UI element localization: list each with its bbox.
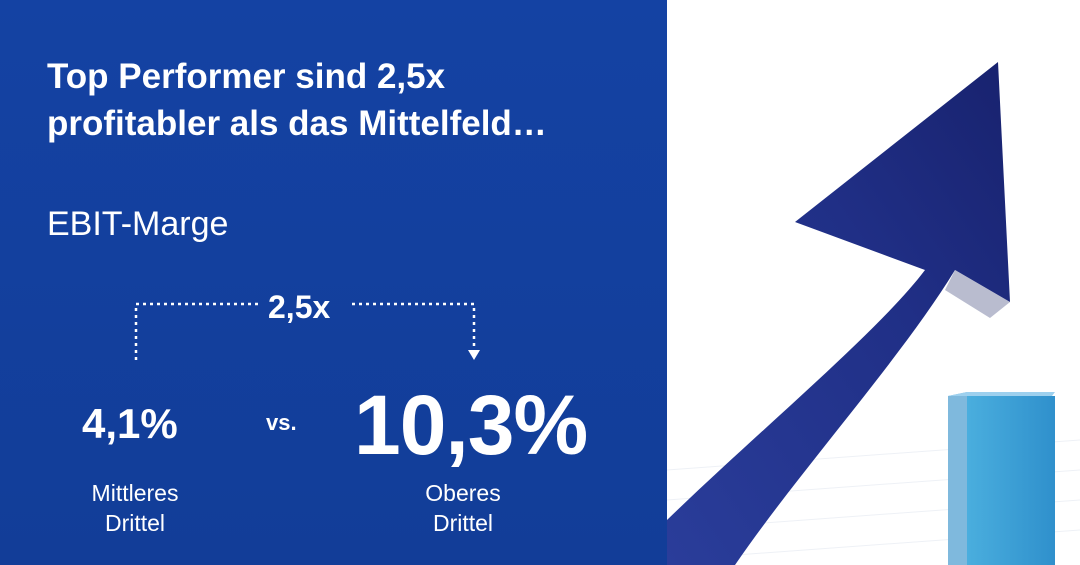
middle-third-value: 4,1% <box>82 400 178 447</box>
middle-third-label: Mittleres Drittel <box>60 478 210 538</box>
rising-arrow-icon <box>667 62 1010 565</box>
top-third-label: Oberes Drittel <box>388 478 538 538</box>
content-panel <box>0 0 667 565</box>
vs-separator: vs. <box>266 410 297 435</box>
middle-third-label-line-1: Mittleres <box>91 480 179 506</box>
top-third-label-line-2: Drittel <box>432 510 494 536</box>
headline: Top Performer sind 2,5x profitabler als d… <box>47 53 547 147</box>
headline-line-1: Top Performer sind 2,5x <box>47 57 446 96</box>
headline-line-2: profitabler als das Mittelfeld… <box>47 104 547 143</box>
metric-label: EBIT-Marge <box>47 205 229 243</box>
comparison-factor: 2,5x <box>268 289 331 325</box>
top-third-label-line-1: Oberes <box>425 480 501 506</box>
growth-bar-icon <box>948 392 1055 565</box>
top-third-value: 10,3% <box>354 378 588 472</box>
comparison-bracket <box>0 0 667 565</box>
middle-third-label-line-2: Drittel <box>104 510 166 536</box>
